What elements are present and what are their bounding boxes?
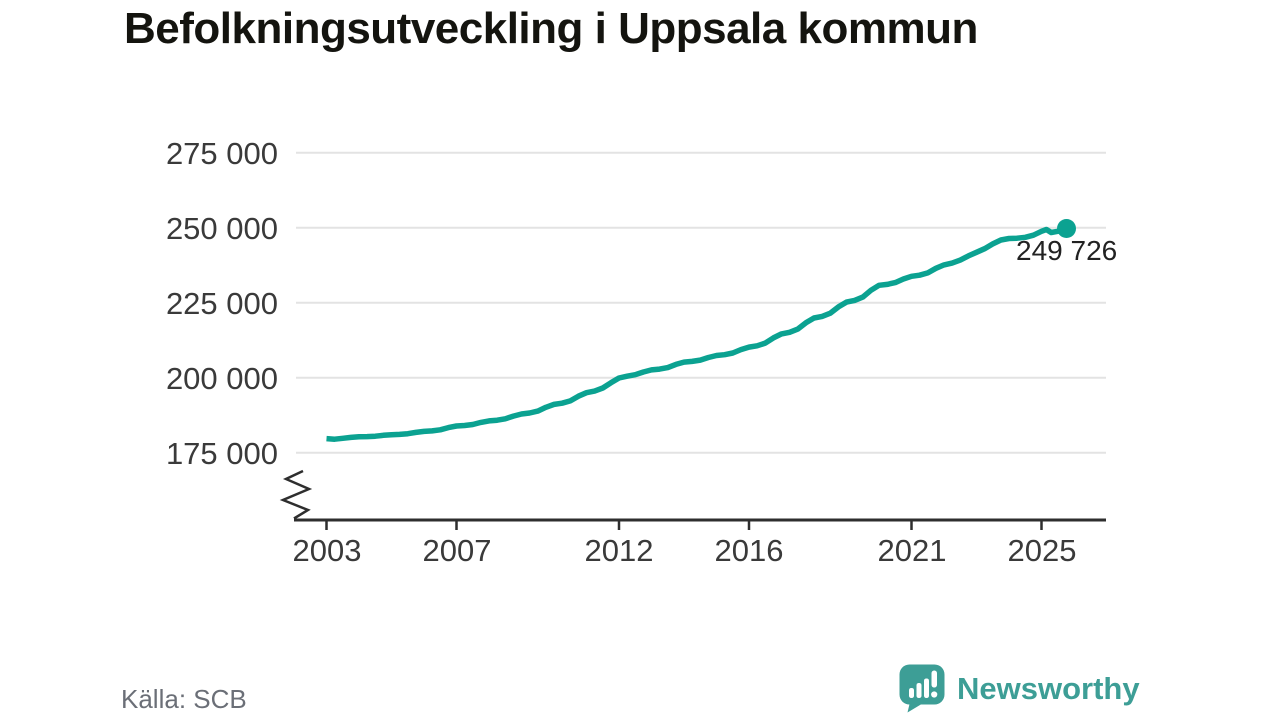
- x-tick-label: 2016: [714, 533, 784, 568]
- newsworthy-logo-text: Newsworthy: [957, 671, 1140, 706]
- chart-title: Befolkningsutveckling i Uppsala kommun: [124, 4, 978, 53]
- source-note: Källa: SCB: [121, 684, 247, 714]
- x-tick-label: 2025: [1007, 533, 1077, 568]
- x-tick-label: 2012: [584, 533, 654, 568]
- y-tick-label: 225 000: [165, 286, 278, 321]
- newsworthy-branding: Newsworthy: [897, 663, 1140, 715]
- x-tick-label: 2007: [422, 533, 492, 568]
- x-tick-label: 2003: [292, 533, 362, 568]
- y-tick-label: 175 000: [165, 436, 278, 471]
- y-tick-label: 200 000: [165, 361, 278, 396]
- y-tick-label: 275 000: [165, 136, 278, 171]
- newsworthy-logo-icon: [899, 664, 945, 713]
- y-axis-break-zigzag: [279, 469, 313, 520]
- population-line: [326, 225, 1068, 442]
- endpoint-marker: [1057, 219, 1076, 238]
- x-tick-label: 2021: [877, 533, 947, 568]
- y-tick-label: 250 000: [165, 211, 278, 246]
- gridlines: [296, 151, 1106, 454]
- data-series: [326, 219, 1076, 442]
- x-axis: [279, 469, 1106, 530]
- latest-value-label: 249 726: [1016, 235, 1118, 266]
